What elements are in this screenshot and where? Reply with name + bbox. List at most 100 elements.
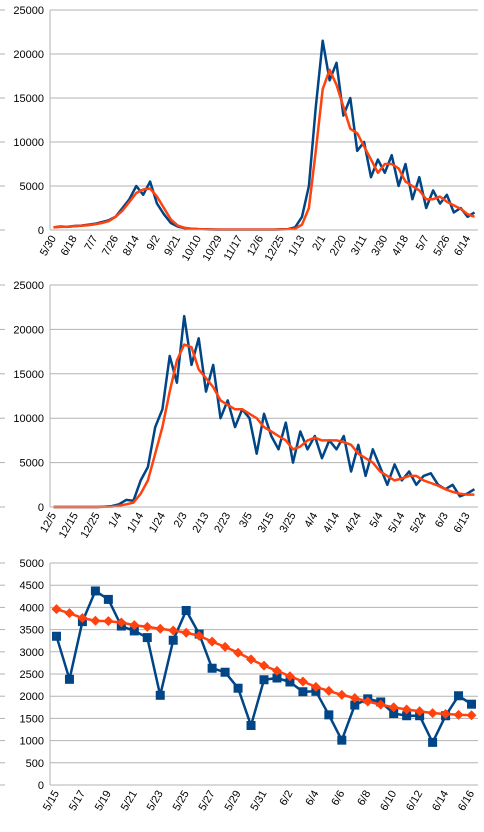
y-tick-label: 2500 <box>20 669 44 681</box>
x-tick-label: 9/2 <box>145 234 163 253</box>
marker <box>285 677 295 687</box>
marker <box>427 708 438 719</box>
marker <box>233 647 244 658</box>
x-tick-label: 7/7 <box>82 234 100 253</box>
x-tick-label: 6/8 <box>355 789 373 808</box>
y-tick-label: 10000 <box>13 137 44 149</box>
y-tick-label: 5000 <box>20 458 44 470</box>
x-tick-label: 6/4 <box>303 789 321 808</box>
y-tick-label: 5000 <box>20 181 44 193</box>
x-tick-label: 1/13 <box>286 234 307 259</box>
marker <box>337 735 347 745</box>
marker <box>284 671 295 682</box>
x-tick-label: 12/25 <box>263 234 287 264</box>
x-tick-label: 5/25 <box>171 789 192 814</box>
x-tick-label: 5/14 <box>386 511 407 536</box>
y-tick-label: 4500 <box>20 580 44 592</box>
y-tick-label: 25000 <box>13 280 44 292</box>
x-tick-label: 4/4 <box>302 511 320 530</box>
marker <box>155 690 165 700</box>
x-tick-label: 5/17 <box>67 789 88 814</box>
x-tick-label: 7/26 <box>100 234 121 259</box>
marker <box>90 615 101 626</box>
x-tick-label: 9/21 <box>162 234 183 259</box>
marker <box>440 708 451 719</box>
x-tick-label: 5/15 <box>41 789 62 814</box>
marker <box>453 709 464 720</box>
series-line <box>53 314 476 509</box>
x-tick-label: 6/3 <box>433 511 451 530</box>
y-tick-label: 0 <box>38 225 44 237</box>
marker <box>77 613 88 624</box>
marker <box>246 654 257 665</box>
marker <box>349 692 360 703</box>
marker <box>389 709 399 719</box>
marker <box>220 667 230 677</box>
x-tick-label: 11/17 <box>222 234 246 263</box>
marker <box>51 604 62 615</box>
y-tick-label: 4000 <box>20 602 44 614</box>
y-tick-label: 1500 <box>20 713 44 725</box>
marker <box>168 625 179 636</box>
marker <box>310 681 321 692</box>
x-tick-label: 5/21 <box>119 789 140 814</box>
marker <box>362 696 373 707</box>
x-tick-label: 5/19 <box>93 789 114 814</box>
marker <box>414 706 425 717</box>
x-tick-label: 5/23 <box>145 789 166 814</box>
y-tick-label: 15000 <box>13 369 44 381</box>
x-tick-label: 5/26 <box>431 234 452 259</box>
x-tick-label: 5/24 <box>408 511 429 536</box>
marker <box>207 663 217 673</box>
marker <box>129 626 139 636</box>
y-tick-label: 3000 <box>20 647 44 659</box>
marker <box>90 586 100 596</box>
marker <box>103 616 114 627</box>
x-tick-label: 8/14 <box>121 234 142 259</box>
marker <box>259 660 269 671</box>
marker <box>297 676 308 687</box>
marker <box>155 623 166 634</box>
y-tick-label: 20000 <box>13 324 44 336</box>
marker <box>323 685 334 696</box>
y-tick-label: 2000 <box>20 691 44 703</box>
marker <box>142 621 153 632</box>
marker <box>181 627 192 638</box>
x-tick-label: 6/6 <box>329 789 347 808</box>
marker <box>103 594 113 604</box>
marker <box>129 620 140 631</box>
x-tick-label: 3/15 <box>256 511 277 536</box>
y-tick-label: 5000 <box>20 558 44 570</box>
y-tick-label: 25000 <box>13 5 44 17</box>
marker <box>401 704 412 715</box>
y-tick-label: 500 <box>26 758 44 770</box>
y-tick-label: 0 <box>38 502 44 514</box>
x-tick-label: 12/25 <box>79 511 103 541</box>
x-tick-label: 4/14 <box>321 511 342 536</box>
x-tick-label: 4/18 <box>390 234 411 259</box>
marker <box>246 721 256 731</box>
marker <box>116 617 127 628</box>
x-tick-label: 2/23 <box>212 511 233 536</box>
marker <box>64 674 74 684</box>
x-tick-label: 5/30 <box>38 234 59 259</box>
series-line <box>53 68 475 231</box>
marker <box>375 699 386 710</box>
x-tick-label: 6/14 <box>452 234 473 259</box>
x-tick-label: 5/29 <box>223 789 244 814</box>
x-tick-label: 1/14 <box>125 511 146 536</box>
marker <box>298 687 308 697</box>
marker <box>467 699 477 709</box>
x-tick-label: 5/31 <box>248 789 269 814</box>
marker <box>388 702 399 713</box>
x-tick-label: 6/2 <box>277 789 295 808</box>
marker <box>194 630 205 641</box>
x-tick-label: 3/25 <box>278 511 299 536</box>
x-tick-label: 5/4 <box>368 511 386 530</box>
marker <box>207 636 218 647</box>
marker <box>336 689 347 700</box>
x-tick-label: 6/14 <box>430 789 451 814</box>
x-tick-label: 5/27 <box>197 789 218 814</box>
x-tick-label: 12/5 <box>38 511 59 536</box>
